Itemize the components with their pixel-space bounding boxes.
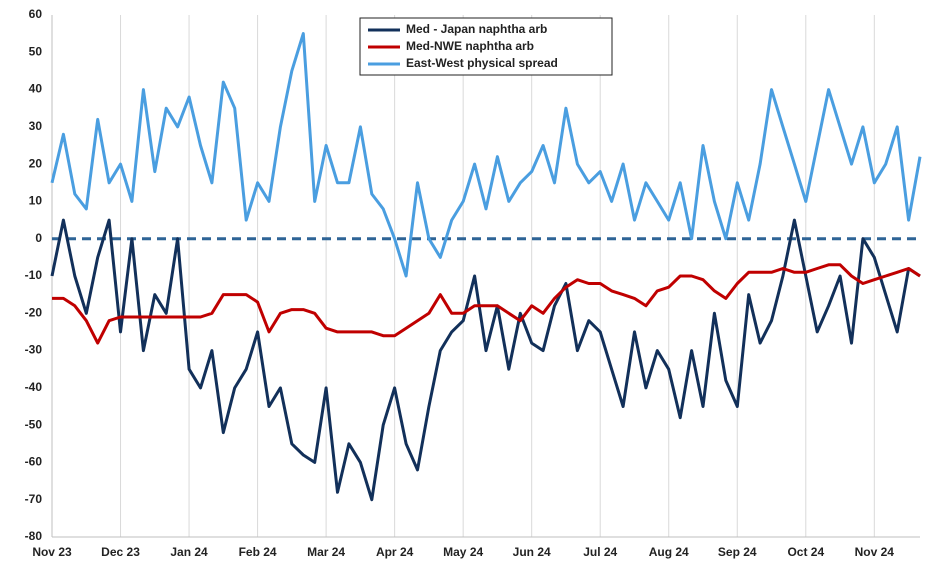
series-line (52, 263, 921, 345)
x-tick-label: Nov 24 (855, 545, 895, 559)
y-tick-label: -30 (25, 343, 43, 357)
y-tick-label: 40 (29, 82, 43, 96)
legend-label: Med-NWE naphtha arb (406, 39, 534, 53)
x-tick-label: Jun 24 (513, 545, 551, 559)
x-tick-label: Oct 24 (787, 545, 824, 559)
x-tick-label: Nov 23 (32, 545, 72, 559)
y-tick-label: 10 (29, 194, 43, 208)
y-tick-label: 50 (29, 44, 43, 58)
y-tick-label: -80 (25, 529, 43, 543)
x-tick-label: Mar 24 (307, 545, 345, 559)
legend-box (359, 17, 613, 76)
x-tick-label: Apr 24 (376, 545, 414, 559)
x-tick-label: Jul 24 (583, 545, 617, 559)
y-tick-label: 60 (29, 7, 43, 21)
y-tick-label: -60 (25, 455, 43, 469)
y-tick-label: -50 (25, 417, 43, 431)
legend: Med - Japan naphtha arb Med-NWE naphtha a… (359, 17, 613, 76)
y-tick-label: -40 (25, 380, 43, 394)
x-tick-label: Jan 24 (170, 545, 208, 559)
legend-label: East-West physical spread (406, 56, 558, 70)
series-line (50, 218, 921, 502)
y-tick-label: -70 (25, 492, 43, 506)
x-tick-label: Aug 24 (649, 545, 689, 559)
legend-label: Med - Japan naphtha arb (406, 22, 547, 36)
series-line (50, 32, 922, 278)
y-tick-label: -20 (25, 305, 43, 319)
x-tick-label: May 24 (443, 545, 483, 559)
x-tick-label: Feb 24 (239, 545, 277, 559)
x-tick-label: Sep 24 (718, 545, 757, 559)
y-tick-label: 20 (29, 156, 43, 170)
y-tick-label: 30 (29, 119, 43, 133)
x-tick-label: Dec 23 (101, 545, 140, 559)
y-tick-label: 0 (35, 231, 42, 245)
y-tick-label: -10 (25, 268, 43, 282)
